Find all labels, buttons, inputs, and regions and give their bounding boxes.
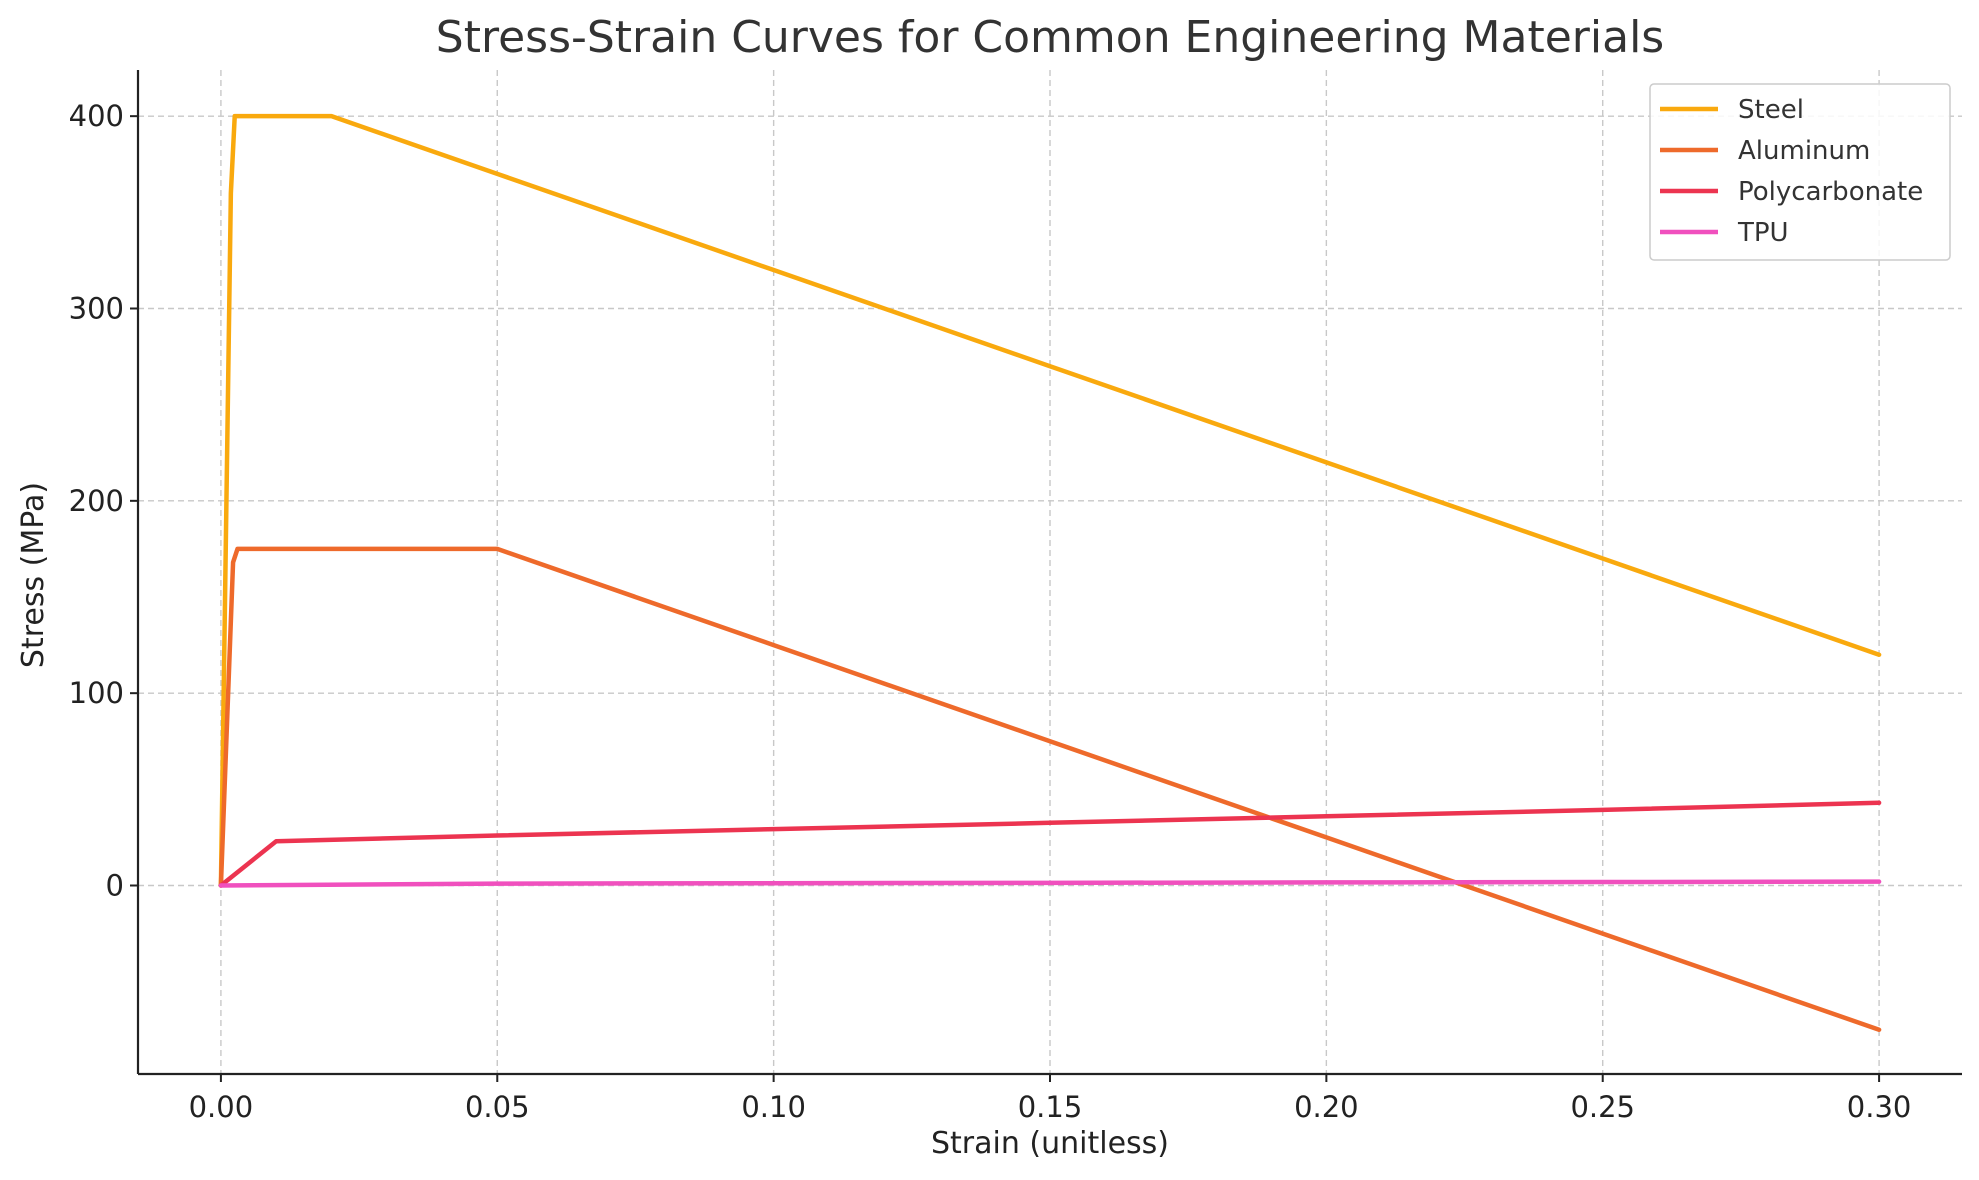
x-tick-label: 0.25: [1570, 1090, 1635, 1124]
chart-title: Stress-Strain Curves for Common Engineer…: [436, 12, 1664, 63]
x-tick-label: 0.15: [1018, 1090, 1083, 1124]
y-axis-label: Stress (MPa): [16, 482, 51, 668]
y-tick-label: 0: [106, 869, 124, 903]
series-layer: [218, 113, 1882, 1033]
grid-layer: [138, 70, 1962, 1074]
series-line-tpu: [218, 879, 1882, 888]
legend-label-polycarbonate: Polycarbonate: [1738, 177, 1923, 207]
y-tick-label: 200: [69, 484, 124, 518]
series-line-polycarbonate: [218, 800, 1882, 888]
legend-label-steel: Steel: [1738, 95, 1804, 125]
y-tick-label: 100: [69, 676, 124, 710]
x-tick-label: 0.30: [1847, 1090, 1912, 1124]
legend: Steel Aluminum Polycarbonate TPU: [1649, 83, 1951, 261]
series-line-steel: [218, 113, 1882, 888]
x-tick-label: 0.20: [1294, 1090, 1359, 1124]
x-axis-label: Strain (unitless): [931, 1126, 1169, 1161]
y-tick-label: 300: [69, 291, 124, 325]
axes-layer: 0.00 0.05 0.10 0.15 0.20 0.25 0.30 0 100 200 300 40…: [69, 70, 1962, 1124]
legend-box: [1649, 83, 1951, 261]
labels-layer: Stress-Strain Curves for Common Engineer…: [16, 12, 1664, 1161]
series-line-aluminum: [218, 546, 1882, 1033]
legend-label-aluminum: Aluminum: [1738, 136, 1870, 166]
x-tick-label: 0.10: [741, 1090, 806, 1124]
y-tick-label: 400: [69, 99, 124, 133]
x-tick-label: 0.05: [465, 1090, 530, 1124]
legend-label-tpu: TPU: [1737, 218, 1789, 248]
x-tick-label: 0.00: [189, 1090, 254, 1124]
